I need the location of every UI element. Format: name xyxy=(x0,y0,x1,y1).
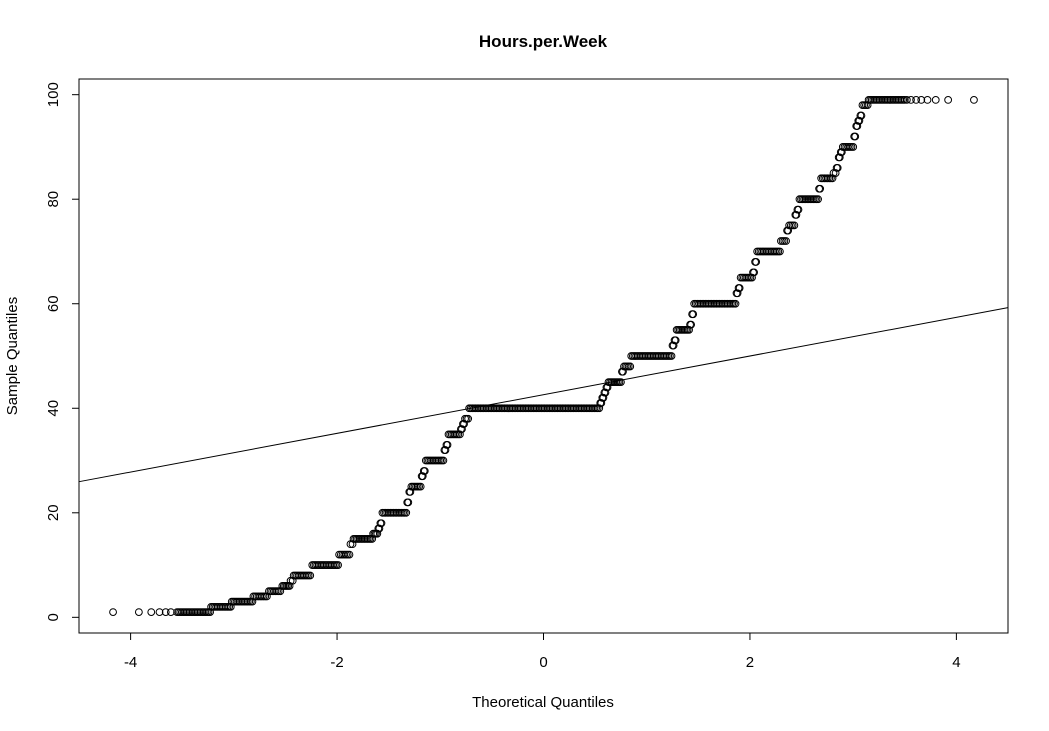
data-point xyxy=(689,310,698,319)
data-point xyxy=(373,529,382,538)
data-point xyxy=(402,508,411,517)
data-point xyxy=(134,608,143,616)
data-point xyxy=(306,571,315,580)
data-point xyxy=(667,352,676,360)
data-point xyxy=(443,440,452,449)
data-point xyxy=(752,258,761,266)
y-axis: 0 20 40 60 80 100 xyxy=(45,82,80,621)
data-point xyxy=(439,456,448,465)
data-point xyxy=(276,587,285,596)
data-point xyxy=(687,320,696,329)
data-point xyxy=(851,132,860,141)
x-tick-label: -4 xyxy=(124,654,137,671)
data-point xyxy=(970,96,978,104)
data-point xyxy=(455,430,464,439)
data-point xyxy=(923,96,932,104)
data-point xyxy=(731,299,740,308)
data-point xyxy=(669,341,678,350)
data-point xyxy=(831,169,840,177)
chart-title: Hours.per.Week xyxy=(479,32,608,51)
data-point xyxy=(931,96,940,104)
data-point xyxy=(816,184,825,193)
data-point xyxy=(626,362,635,371)
y-axis-label: Sample Quantiles xyxy=(4,297,21,415)
data-point xyxy=(782,237,790,245)
x-axis-label: Theoretical Quantiles xyxy=(472,694,614,711)
y-tick-label: 0 xyxy=(45,613,62,621)
data-point xyxy=(147,608,156,616)
data-point xyxy=(900,96,909,104)
data-point xyxy=(853,122,862,130)
data-point xyxy=(912,96,921,104)
data-point xyxy=(166,608,175,616)
reference-line xyxy=(78,307,1009,483)
data-point xyxy=(671,336,680,345)
data-point xyxy=(418,472,427,481)
data-point xyxy=(833,163,842,172)
x-tick-label: 0 xyxy=(539,654,547,671)
data-point xyxy=(907,96,915,104)
data-point xyxy=(595,404,604,413)
x-tick-label: -2 xyxy=(330,654,343,671)
y-tick-label: 100 xyxy=(45,82,62,107)
data-point xyxy=(597,399,606,407)
data-point xyxy=(849,143,858,151)
data-point xyxy=(161,608,170,616)
data-point xyxy=(748,273,756,282)
data-point xyxy=(377,519,386,528)
data-point xyxy=(944,96,953,104)
data-point xyxy=(794,205,803,214)
x-tick-label: 2 xyxy=(746,654,754,671)
data-point xyxy=(617,378,625,387)
data-point xyxy=(775,247,784,256)
data-point xyxy=(420,467,429,475)
data-point xyxy=(155,608,164,616)
data-point xyxy=(917,96,926,104)
data-point xyxy=(464,414,473,423)
y-tick-label: 80 xyxy=(45,191,62,208)
y-tick-label: 20 xyxy=(45,504,62,521)
data-point xyxy=(262,592,271,601)
data-point xyxy=(735,284,744,292)
data-point xyxy=(601,388,610,397)
data-point xyxy=(835,153,844,162)
data-point xyxy=(404,498,413,507)
data-point xyxy=(458,425,466,434)
data-point xyxy=(375,524,384,533)
x-tick-label: 4 xyxy=(952,654,960,671)
data-point xyxy=(599,393,608,402)
data-point xyxy=(750,268,758,277)
data-point xyxy=(685,325,693,334)
data-point xyxy=(733,289,742,298)
data-point xyxy=(334,561,342,569)
data-point xyxy=(857,111,866,120)
data-point xyxy=(368,535,377,543)
data-point xyxy=(855,116,864,125)
data-point xyxy=(814,195,822,204)
data-point xyxy=(790,221,799,230)
data-point xyxy=(416,482,425,491)
data-point xyxy=(792,210,801,219)
data-point xyxy=(441,446,450,454)
x-axis: -4 -2 0 2 4 xyxy=(124,632,961,671)
data-point xyxy=(345,550,354,559)
data-point xyxy=(109,608,117,616)
y-tick-label: 40 xyxy=(45,400,62,417)
y-tick-label: 60 xyxy=(45,295,62,312)
data-points xyxy=(109,96,978,616)
